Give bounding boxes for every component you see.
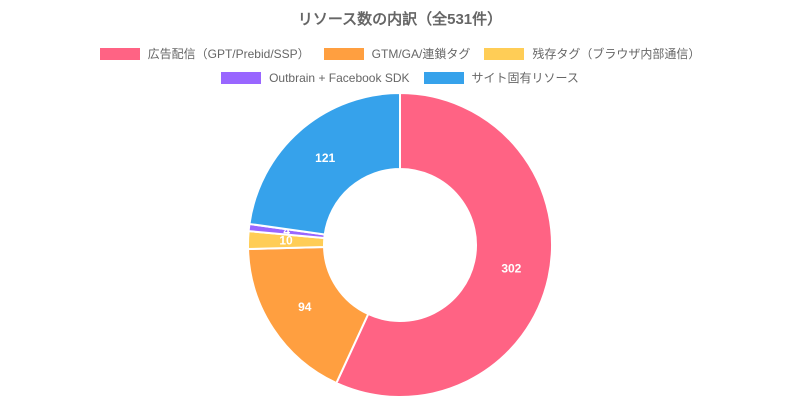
- legend-item[interactable]: Outbrain + Facebook SDK: [221, 69, 410, 86]
- legend-item[interactable]: 残存タグ（ブラウザ内部通信）: [484, 45, 700, 62]
- data-label: 302: [501, 262, 521, 276]
- slice: [335, 91, 553, 398]
- legend: 広告配信（GPT/Prebid/SSP） GTM/GA/連鎖タグ 残存タグ（ブラウザ…: [0, 45, 800, 62]
- legend-swatch: [99, 47, 140, 60]
- legend: Outbrain + Facebook SDK サイト固有リソース: [0, 69, 800, 86]
- legend-swatch: [484, 47, 525, 60]
- legend-item[interactable]: 広告配信（GPT/Prebid/SSP）: [99, 45, 310, 62]
- legend-swatch: [323, 47, 364, 60]
- legend-swatch: [423, 71, 464, 84]
- slice: [247, 245, 370, 385]
- legend-label: 残存タグ（ブラウザ内部通信）: [532, 47, 701, 61]
- legend-label: サイト固有リソース: [471, 71, 579, 85]
- legend-item[interactable]: GTM/GA/連鎖タグ: [323, 45, 471, 62]
- legend-swatch: [221, 71, 262, 84]
- data-label: 10: [279, 233, 293, 247]
- legend-label: Outbrain + Facebook SDK: [269, 70, 410, 85]
- legend-label: GTM/GA/連鎖タグ: [371, 47, 471, 61]
- chart-title: リソース数の内訳（全531件）: [297, 11, 503, 28]
- legend-label: 広告配信（GPT/Prebid/SSP）: [147, 47, 310, 61]
- data-label: 94: [298, 300, 312, 314]
- data-label: 121: [315, 151, 335, 165]
- slice: [248, 91, 401, 236]
- legend-item[interactable]: サイト固有リソース: [423, 69, 579, 86]
- data-label: 4: [283, 224, 290, 238]
